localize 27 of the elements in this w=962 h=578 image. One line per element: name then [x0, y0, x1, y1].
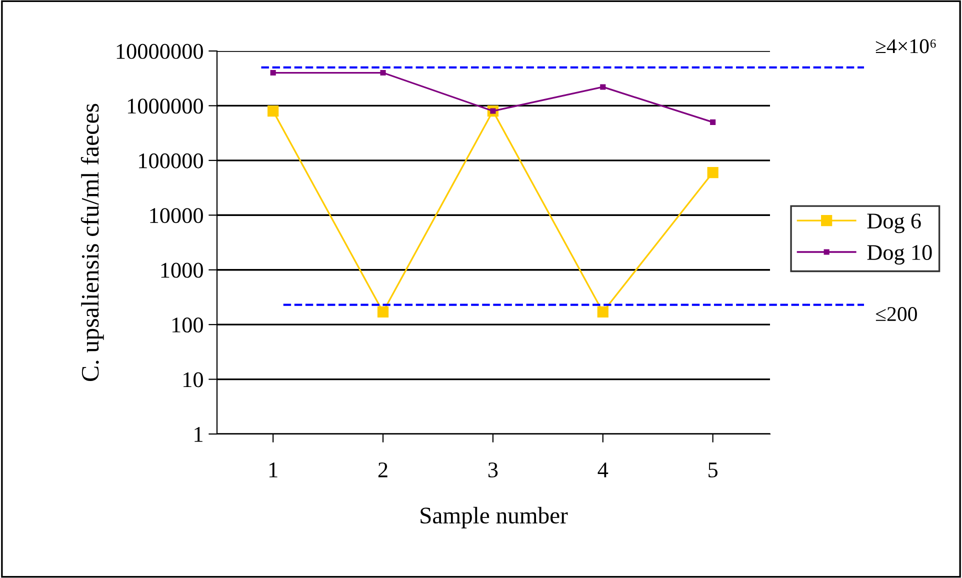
y-tick-label: 100 [172, 318, 203, 332]
y-tick-label: 10000000 [116, 44, 203, 59]
point [597, 306, 608, 318]
point [268, 105, 279, 117]
x-tick-label: 2 [378, 462, 388, 478]
ref-line-label: ≥4×10⁶ [876, 39, 936, 54]
x-tick-label: 1 [269, 462, 278, 478]
y-tick-label: 100000 [139, 153, 203, 168]
point [380, 70, 386, 76]
y-axis-title: C. upsaliensis cfu/ml faeces [80, 104, 104, 382]
y-tick-label: 1000000 [128, 98, 203, 114]
y-tick-label: 1000 [161, 262, 203, 278]
ref-line-label: ≤200 [876, 307, 917, 322]
x-tick-label: 3 [488, 462, 498, 478]
point [270, 70, 276, 76]
legend-label: Dog 10 [867, 245, 932, 265]
y-tick-label: 10 [184, 372, 203, 388]
x-tick-label: 4 [598, 462, 608, 478]
point [377, 306, 389, 318]
point [710, 119, 716, 125]
x-tick-label: 5 [708, 462, 718, 478]
legend-label: Dog 6 [867, 214, 921, 234]
y-tick-label: 1 [194, 427, 202, 442]
point [707, 167, 718, 178]
point [600, 84, 606, 90]
x-axis-title: Sample number [420, 506, 568, 528]
y-tick-label: 10000 [150, 208, 203, 224]
